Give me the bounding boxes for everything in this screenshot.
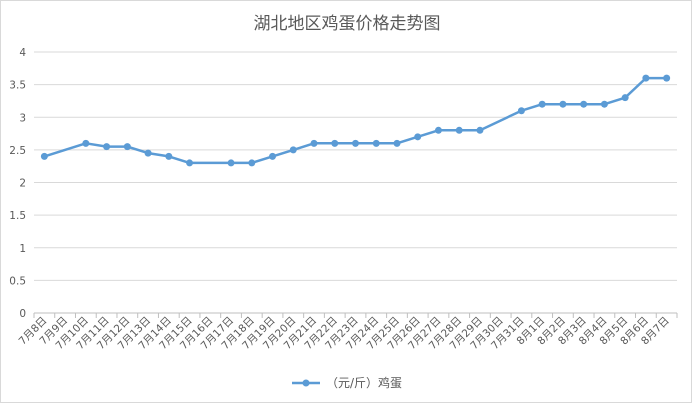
gridlines (34, 51, 677, 314)
data-point (82, 139, 90, 147)
y-tick-label: 0.5 (9, 275, 26, 287)
data-point (352, 139, 359, 147)
data-point (289, 146, 297, 154)
data-point (600, 100, 608, 108)
data-point (434, 126, 442, 134)
data-point (476, 126, 484, 134)
data-point (517, 107, 525, 115)
y-tick-label: 2 (19, 178, 26, 190)
data-point (123, 143, 131, 151)
series-points (40, 74, 671, 167)
y-tick-label: 2.5 (9, 145, 26, 157)
data-point (186, 159, 194, 167)
data-point (165, 152, 173, 160)
data-point (663, 74, 671, 82)
x-axis-labels: 7月8日7月9日7月10日7月11日7月12日7月13日7月14日7月15日7月… (17, 315, 672, 353)
series-line (44, 76, 667, 165)
data-point (103, 143, 111, 151)
data-point (144, 149, 152, 157)
legend-marker (302, 379, 310, 387)
legend: （元/斤）鸡蛋 (292, 375, 402, 390)
y-tick-label: 4 (19, 47, 26, 59)
y-tick-label: 1 (19, 243, 26, 255)
data-point (580, 100, 588, 108)
data-point (414, 133, 422, 141)
chart-title: 湖北地区鸡蛋价格走势图 (253, 14, 441, 34)
data-point (559, 100, 567, 108)
data-point (269, 152, 277, 160)
data-point (372, 139, 380, 147)
x-axis-ticks (33, 313, 678, 318)
data-point (310, 139, 318, 147)
data-point (393, 139, 401, 147)
y-axis-labels: 0 0.5 1 1.5 2 2.5 3 3.5 4 (9, 47, 26, 320)
y-tick-label: 1.5 (9, 210, 26, 222)
data-point (621, 94, 629, 102)
data-point (455, 126, 463, 134)
y-tick-label: 3.5 (9, 80, 26, 92)
data-point (40, 152, 48, 160)
data-point (642, 74, 650, 82)
data-point (227, 159, 235, 167)
data-point (538, 100, 546, 108)
data-point (248, 159, 256, 167)
y-tick-label: 3 (19, 112, 26, 124)
data-point (331, 139, 339, 147)
legend-label: （元/斤）鸡蛋 (326, 375, 402, 390)
y-tick-label: 0 (19, 308, 26, 320)
